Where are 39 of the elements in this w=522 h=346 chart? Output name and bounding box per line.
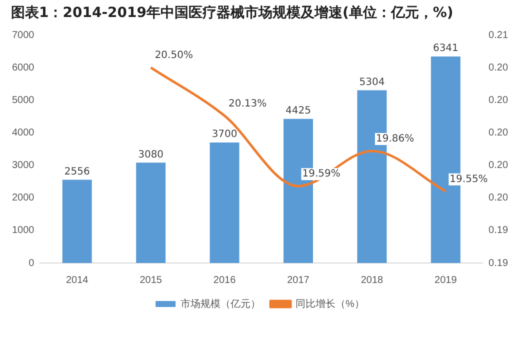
x-tick-label: 2016 [213, 274, 236, 286]
y-tick-label: 0 [28, 258, 35, 269]
data-label: 3080 [138, 149, 164, 160]
y-tick-label: 7000 [12, 30, 35, 41]
legend-label: 同比增长（%） [296, 298, 364, 310]
bar [62, 180, 92, 263]
y2-tick-label: 0.19 [488, 225, 508, 236]
data-label: 3700 [212, 129, 238, 140]
data-label: 19.86% [376, 134, 414, 145]
y-tick-label: 2000 [12, 192, 35, 204]
bar [136, 162, 166, 263]
y2-tick-label: 0.20 [488, 127, 508, 138]
y2-tick-label: 0.20 [488, 62, 508, 74]
y-tick-label: 4000 [12, 127, 35, 138]
y-tick-label: 5000 [12, 94, 35, 106]
legend-label: 市场规模（亿元） [180, 298, 261, 310]
y-tick-label: 1000 [12, 225, 35, 236]
data-label: 20.13% [228, 98, 267, 110]
data-label: 19.59% [302, 168, 340, 180]
bar [210, 142, 240, 263]
y2-tick-label: 0.20 [488, 192, 508, 204]
data-label: 20.50% [154, 50, 193, 62]
data-label: 2556 [64, 166, 90, 178]
x-tick-label: 2015 [140, 274, 162, 286]
chart-title: 图表1：2014-2019年中国医疗器械市场规模及增速(单位：亿元，%) [11, 4, 454, 23]
y-tick-label: 6000 [12, 62, 35, 74]
data-label: 5304 [359, 76, 385, 88]
y2-tick-label: 0.20 [488, 160, 508, 172]
x-tick-label: 2019 [434, 274, 458, 286]
x-tick-label: 2017 [287, 274, 310, 286]
y2-tick-label: 0.20 [488, 94, 508, 106]
x-tick-label: 2018 [360, 274, 384, 286]
data-label: 4425 [286, 105, 311, 116]
data-label: 19.55% [450, 174, 488, 185]
x-tick-label: 2014 [66, 274, 89, 286]
y-tick-label: 3000 [12, 160, 35, 172]
y2-tick-label: 0.19 [488, 258, 508, 269]
data-label: 6341 [432, 43, 458, 54]
y2-tick-label: 0.21 [488, 30, 508, 41]
